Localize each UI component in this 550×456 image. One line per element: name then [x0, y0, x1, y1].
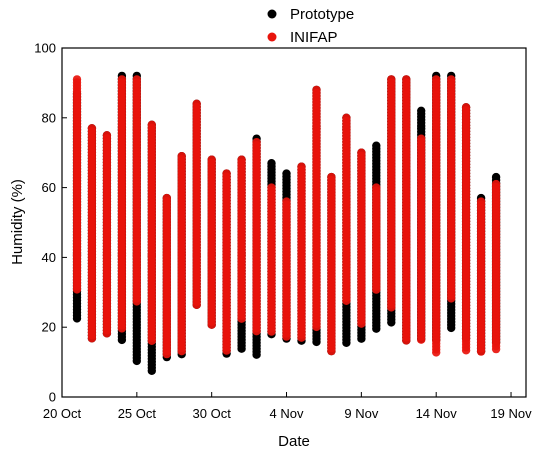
data-point-inifap: [461, 346, 471, 355]
data-point-prototype: [237, 344, 246, 353]
x-axis-label: Date: [278, 433, 310, 450]
x-tick-label: 19 Nov: [490, 406, 532, 421]
data-point-inifap: [491, 344, 501, 354]
data-point-inifap: [237, 314, 246, 323]
data-point-inifap: [117, 324, 127, 333]
data-point-inifap: [177, 347, 186, 356]
y-tick-label: 40: [42, 250, 56, 265]
legend-marker-prototype: [267, 9, 277, 19]
data-point-inifap: [72, 285, 82, 294]
legend-marker-inifap: [267, 32, 277, 42]
data-point-inifap: [327, 346, 336, 356]
data-point-inifap: [162, 349, 171, 359]
y-tick-label: 60: [42, 180, 56, 195]
x-tick-label: 20 Oct: [43, 406, 82, 421]
x-tick-label: 4 Nov: [270, 406, 304, 421]
data-point-prototype: [117, 335, 127, 345]
legend: Prototype INIFAP: [267, 6, 354, 46]
data-point-inifap: [476, 347, 486, 356]
data-point-prototype: [357, 334, 366, 343]
data-point-inifap: [252, 327, 261, 336]
data-point-prototype: [252, 350, 261, 359]
data-point-prototype: [132, 356, 141, 366]
legend-label-inifap: INIFAP: [290, 29, 338, 46]
data-point-inifap: [147, 336, 156, 345]
legend-label-prototype: Prototype: [290, 6, 354, 23]
data-point-prototype: [342, 338, 351, 347]
y-tick-label: 80: [42, 110, 56, 125]
data-point-inifap: [132, 297, 141, 306]
data-point-inifap: [192, 300, 201, 309]
y-tick-label: 20: [42, 320, 56, 335]
y-axis-label: Humidity (%): [9, 179, 26, 265]
data-point-inifap: [417, 335, 426, 344]
data-point-inifap: [297, 333, 306, 342]
data-point-inifap: [87, 334, 97, 343]
plot-area-frame: [61, 47, 527, 398]
data-point-inifap: [357, 319, 366, 328]
data-point-inifap: [207, 320, 216, 329]
data-point-inifap: [102, 329, 112, 338]
data-point-inifap: [342, 296, 351, 305]
data-point-prototype: [447, 323, 456, 333]
x-tick-label: 9 Nov: [344, 406, 378, 421]
data-point-inifap: [222, 346, 231, 355]
data-point-inifap: [312, 322, 321, 332]
data-point-prototype: [312, 337, 321, 347]
data-point-inifap: [267, 327, 276, 336]
x-tick-label: 14 Nov: [416, 406, 458, 421]
data-point-prototype: [147, 366, 156, 375]
data-point-inifap: [447, 294, 456, 303]
data-point-inifap: [432, 348, 441, 357]
data-point-prototype: [72, 314, 82, 323]
x-tick-label: 25 Oct: [118, 406, 157, 421]
series-inifap: [72, 75, 501, 359]
data-point-inifap: [282, 332, 291, 341]
y-tick-label: 0: [49, 390, 56, 405]
data-point-inifap: [372, 285, 381, 294]
x-tick-label: 30 Oct: [193, 406, 232, 421]
data-point-prototype: [387, 318, 396, 327]
data-point-prototype: [372, 324, 381, 333]
axis-ticks: 0 20 40 60 80 100 20 Oct 25 Oct 30 Oct 4 Nov 9 Nov…: [34, 41, 532, 422]
data-point-inifap: [387, 303, 396, 312]
data-points: [72, 71, 501, 375]
data-point-inifap: [402, 336, 411, 345]
y-tick-label: 100: [34, 41, 56, 56]
